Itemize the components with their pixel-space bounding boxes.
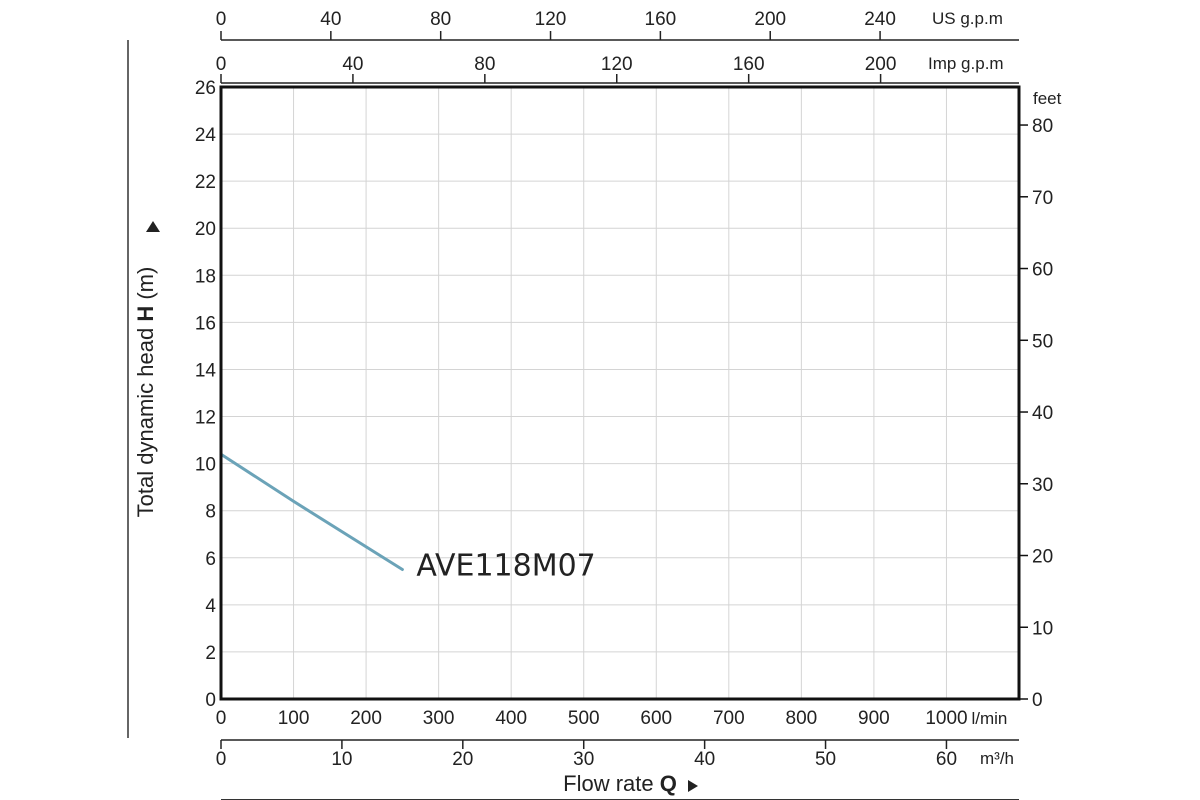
x-axis-title-symbol: Q	[660, 771, 677, 796]
y-tick-label: 22	[195, 172, 216, 193]
grid	[221, 87, 1020, 699]
imp-gpm-tick-label: 160	[733, 54, 765, 75]
series-layer: AVE118M07	[219, 452, 596, 584]
x-axis-title-prefix: Flow rate	[563, 771, 660, 796]
feet-tick-label: 30	[1032, 475, 1053, 496]
us-gpm-tick-label: 120	[535, 9, 567, 30]
feet-tick-label: 70	[1032, 188, 1053, 209]
y-axis-title: Total dynamic head H (m)	[133, 267, 158, 518]
y-axis-feet: 0 10 20 30 40 50 60 70 80 feet	[1019, 89, 1062, 711]
feet-tick-label: 20	[1032, 547, 1053, 568]
feet-unit: feet	[1033, 89, 1062, 108]
x-tick-label-lmin: 1000	[925, 708, 967, 729]
y-tick-label: 4	[205, 596, 216, 617]
y-tick-label: 8	[205, 502, 216, 523]
us-gpm-tick-label: 200	[754, 9, 786, 30]
y-tick-label: 24	[195, 125, 217, 146]
m3h-tick-label: 20	[452, 749, 473, 770]
y-tick-label: 12	[195, 408, 216, 429]
m3h-tick-label: 10	[331, 749, 352, 770]
x-axis-us-gpm: 0 40 80 120 160 200 240 US g.p.m	[216, 9, 1019, 41]
x-axis-arrow-icon	[688, 780, 698, 792]
x-tick-label-lmin: 800	[786, 708, 818, 729]
series-line-ave118m07	[219, 452, 404, 571]
imp-gpm-tick-label: 0	[216, 54, 227, 75]
y-tick-label: 16	[195, 313, 216, 334]
m3h-tick-label: 40	[694, 749, 715, 770]
x-unit-lmin: l/min	[971, 709, 1007, 728]
x-tick-label-lmin: 900	[858, 708, 890, 729]
imp-gpm-unit: Imp g.p.m	[928, 54, 1004, 73]
x-tick-label-lmin: 300	[423, 708, 455, 729]
series-label: AVE118M07	[416, 549, 595, 584]
imp-gpm-tick-label: 200	[865, 54, 897, 75]
y-axis-title-unit: (m)	[133, 267, 158, 306]
x-tick-label-lmin: 400	[495, 708, 527, 729]
m3h-tick-label: 30	[573, 749, 594, 770]
x-tick-label-lmin: 100	[278, 708, 310, 729]
feet-tick-label: 0	[1032, 690, 1043, 711]
x-axis-imp-gpm: 0 40 80 120 160 200 Imp g.p.m	[216, 54, 1019, 84]
y-axis-title-prefix: Total dynamic head	[133, 322, 158, 518]
us-gpm-unit: US g.p.m	[932, 9, 1003, 28]
m3h-unit: m³/h	[980, 749, 1014, 768]
x-axis-title: Flow rate Q	[563, 771, 677, 796]
y-tick-label: 0	[205, 690, 216, 711]
y-tick-label: 18	[195, 266, 216, 287]
y-tick-label: 6	[205, 549, 216, 570]
x-tick-label-lmin: 0	[216, 708, 227, 729]
x-tick-label-lmin: 600	[640, 708, 672, 729]
m3h-tick-label: 50	[815, 749, 836, 770]
feet-tick-label: 80	[1032, 116, 1053, 137]
us-gpm-tick-label: 0	[216, 9, 227, 30]
feet-tick-label: 10	[1032, 618, 1053, 639]
imp-gpm-tick-label: 40	[342, 54, 363, 75]
m3h-tick-label: 0	[216, 749, 227, 770]
y-axis-arrow-icon	[146, 221, 160, 232]
feet-tick-label: 60	[1032, 260, 1053, 281]
x-axis-lmin: 0 100 200 300 400 500 600 700 800 900 1000 l/min	[216, 708, 1008, 729]
imp-gpm-tick-label: 80	[474, 54, 495, 75]
y-tick-label: 20	[195, 219, 216, 240]
y-axis-title-symbol: H	[133, 306, 158, 322]
plot-frame	[219, 85, 1021, 701]
us-gpm-tick-label: 240	[864, 9, 896, 30]
x-axis-m3h: 0 10 20 30 40 50 60 m³/h	[216, 739, 1019, 770]
us-gpm-tick-label: 80	[430, 9, 451, 30]
x-tick-label-lmin: 500	[568, 708, 600, 729]
us-gpm-tick-label: 40	[320, 9, 341, 30]
y-tick-label: 2	[205, 643, 216, 664]
y-tick-label: 26	[195, 78, 216, 99]
x-tick-label-lmin: 700	[713, 708, 745, 729]
svg-text:Total dynamic head H (m): Total dynamic head H (m)	[133, 267, 158, 518]
us-gpm-tick-label: 160	[645, 9, 677, 30]
x-tick-label-lmin: 200	[350, 708, 382, 729]
imp-gpm-tick-label: 120	[601, 54, 633, 75]
y-tick-label: 14	[195, 360, 217, 381]
feet-tick-label: 50	[1032, 331, 1053, 352]
feet-tick-label: 40	[1032, 403, 1053, 424]
m3h-tick-label: 60	[936, 749, 957, 770]
y-tick-label: 10	[195, 455, 216, 476]
